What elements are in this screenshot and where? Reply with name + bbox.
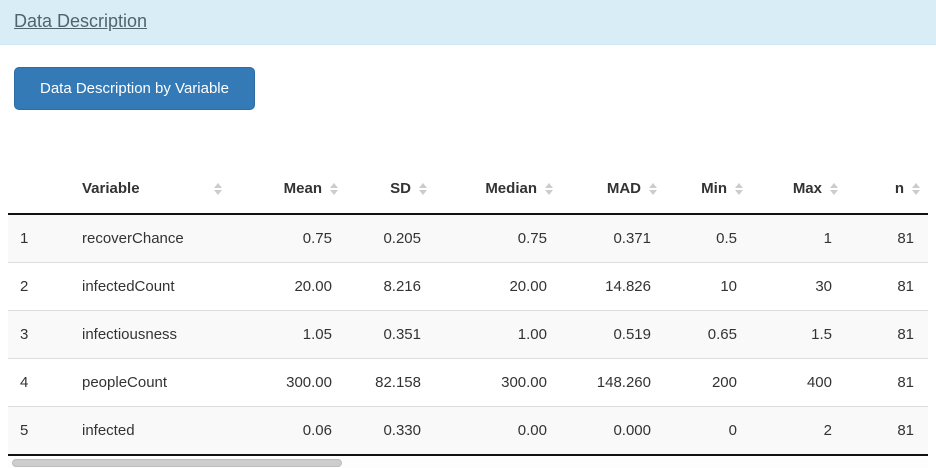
data-description-table: Variable Mean SD Median MAD Min Max n 1 recoverC… [8,164,928,456]
column-header-label: SD [390,180,411,197]
sort-desc-arrow-icon [545,189,553,195]
column-header-label: MAD [606,180,641,197]
sort-icon[interactable] [330,182,338,195]
cell-mean: 0.75 [302,230,332,247]
cell-rownum: 4 [8,358,70,407]
cell-rownum: 5 [8,406,70,455]
cell-n: 81 [846,310,928,359]
cell-max: 400 [751,358,846,407]
sort-asc-arrow-icon [214,182,222,188]
cell-mean: 300.00 [230,358,346,407]
cell-variable: infectiousness [70,310,230,359]
cell-min: 0 [665,406,751,455]
sort-desc-arrow-icon [735,189,743,195]
cell-mean: 20.00 [230,262,346,311]
cell-mad: 0.519 [561,310,665,359]
sort-desc-arrow-icon [912,189,920,195]
column-header-label: Median [485,180,537,197]
cell-sd: 8.216 [346,262,435,311]
sort-icon[interactable] [419,182,427,195]
sort-asc-arrow-icon [735,182,743,188]
cell-mean: 1.05 [230,310,346,359]
cell-median: 300.00 [435,358,561,407]
column-header-min[interactable]: Min [665,164,751,215]
table-header-row: Variable Mean SD Median MAD Min Max n [8,164,928,215]
sort-desc-arrow-icon [214,189,222,195]
table-row: 3 infectiousness 1.05 0.351 1.00 0.519 0.65 1.5… [8,310,928,359]
cell-mad: 14.826 [561,262,665,311]
scrollbar-thumb[interactable] [12,459,342,467]
cell-rownum: 1 [20,230,29,247]
sort-asc-arrow-icon [912,182,920,188]
sort-asc-arrow-icon [330,182,338,188]
cell-sd: 0.330 [346,406,435,455]
sort-desc-arrow-icon [330,189,338,195]
column-header-max[interactable]: Max [751,164,846,215]
sort-desc-arrow-icon [419,189,427,195]
cell-sd: 0.205 [383,230,421,247]
horizontal-scrollbar[interactable] [8,458,928,468]
data-description-link[interactable]: Data Description [14,11,148,31]
sort-icon[interactable] [649,182,657,195]
cell-min: 200 [665,358,751,407]
cell-sd: 0.351 [346,310,435,359]
cell-max: 30 [751,262,846,311]
data-description-table-container: Variable Mean SD Median MAD Min Max n 1 recoverC… [8,164,928,468]
cell-n: 81 [846,358,928,407]
sort-icon[interactable] [214,182,222,195]
table-row: 5 infected 0.06 0.330 0.00 0.000 0 2 81 [8,406,928,455]
sort-desc-arrow-icon [830,189,838,195]
column-header-sd[interactable]: SD [346,164,435,215]
cell-rownum: 3 [8,310,70,359]
panel-header: Data Description [0,0,936,45]
cell-max: 1.5 [751,310,846,359]
column-header-label: Min [701,180,727,197]
sort-icon[interactable] [735,182,743,195]
cell-min: 10 [665,262,751,311]
column-header-variable[interactable]: Variable [70,164,230,215]
sort-asc-arrow-icon [649,182,657,188]
cell-n: 81 [846,262,928,311]
column-header-n[interactable]: n [846,164,928,215]
cell-mad: 148.260 [561,358,665,407]
column-header-median[interactable]: Median [435,164,561,215]
cell-variable: infectedCount [70,262,230,311]
data-description-by-variable-button[interactable]: Data Description by Variable [14,67,255,110]
cell-max: 1 [823,230,832,247]
sort-icon[interactable] [912,182,920,195]
column-header-label: Mean [283,180,322,197]
cell-min: 0.5 [716,230,737,247]
cell-sd: 82.158 [346,358,435,407]
sort-asc-arrow-icon [830,182,838,188]
sort-asc-arrow-icon [419,182,427,188]
column-header-rownum [8,164,70,215]
column-header-label: Max [792,180,822,197]
sort-icon[interactable] [830,182,838,195]
cell-n: 81 [897,230,914,247]
cell-max: 2 [751,406,846,455]
cell-variable: recoverChance [82,230,184,247]
sort-desc-arrow-icon [649,189,657,195]
cell-mean: 0.06 [230,406,346,455]
table-row: 2 infectedCount 20.00 8.216 20.00 14.826 10 30 8… [8,262,928,311]
column-header-label: n [894,180,904,197]
cell-n: 81 [846,406,928,455]
cell-mad: 0.000 [561,406,665,455]
cell-median: 0.00 [435,406,561,455]
column-header-mean[interactable]: Mean [230,164,346,215]
column-header-mad[interactable]: MAD [561,164,665,215]
cell-rownum: 2 [8,262,70,311]
cell-variable: peopleCount [70,358,230,407]
sort-icon[interactable] [545,182,553,195]
column-header-label: Variable [82,180,140,197]
cell-min: 0.65 [665,310,751,359]
table-row: 4 peopleCount 300.00 82.158 300.00 148.260 200… [8,358,928,407]
cell-median: 20.00 [435,262,561,311]
cell-variable: infected [70,406,230,455]
cell-median: 1.00 [435,310,561,359]
sort-asc-arrow-icon [545,182,553,188]
cell-mad: 0.371 [613,230,651,247]
table-row: 1 recoverChance 0.75 0.205 0.75 0.371 0.5 1 81 [8,214,928,263]
cell-median: 0.75 [517,230,547,247]
